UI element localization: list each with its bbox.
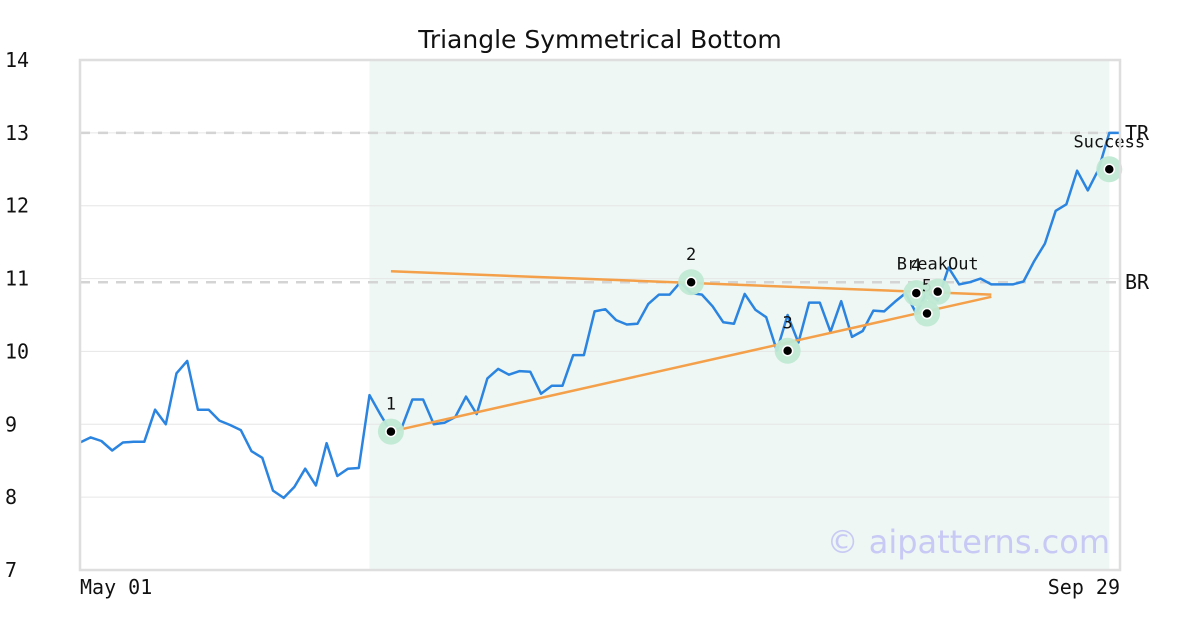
plot-frame bbox=[78, 58, 1122, 572]
y-tick-7: 7 bbox=[5, 558, 17, 582]
marker-dot-2 bbox=[685, 276, 697, 288]
lower-trendline bbox=[390, 295, 992, 433]
marker-label-2: 2 bbox=[686, 245, 696, 265]
y-tick-13: 13 bbox=[5, 121, 29, 145]
marker-label-4: 4 bbox=[911, 256, 921, 276]
y-tick-12: 12 bbox=[5, 194, 29, 218]
y-tick-8: 8 bbox=[5, 485, 17, 509]
marker-dot-1 bbox=[385, 425, 397, 438]
marker-label-breakout: BreakOut bbox=[897, 255, 979, 275]
x-tick-start: May 01 bbox=[80, 575, 152, 599]
price-line bbox=[79, 131, 1120, 500]
y-tick-14: 14 bbox=[5, 48, 29, 72]
marker-dot-breakout bbox=[931, 285, 944, 298]
marker-label-1: 1 bbox=[386, 395, 396, 415]
marker-dot-5 bbox=[921, 307, 933, 320]
y-tick-11: 11 bbox=[5, 267, 29, 291]
marker-label-3: 3 bbox=[783, 314, 793, 334]
marker-dot-success bbox=[1103, 163, 1116, 176]
y-tick-9: 9 bbox=[5, 412, 17, 436]
pattern-region bbox=[369, 60, 1110, 570]
level-label-br: BR bbox=[1125, 270, 1150, 294]
marker-dot-4 bbox=[910, 287, 923, 299]
watermark: © aipatterns.com bbox=[827, 523, 1110, 561]
marker-label-success: Success bbox=[1073, 132, 1145, 152]
marker-dot-3 bbox=[781, 344, 794, 357]
y-tick-10: 10 bbox=[5, 339, 29, 363]
level-label-tr: TR bbox=[1125, 121, 1150, 145]
chart-title: Triangle Symmetrical Bottom bbox=[417, 25, 782, 54]
plot-area: TRBR12345BreakOutSuccess7891011121314 bbox=[5, 48, 1150, 582]
x-tick-end: Sep 29 bbox=[1048, 575, 1120, 599]
